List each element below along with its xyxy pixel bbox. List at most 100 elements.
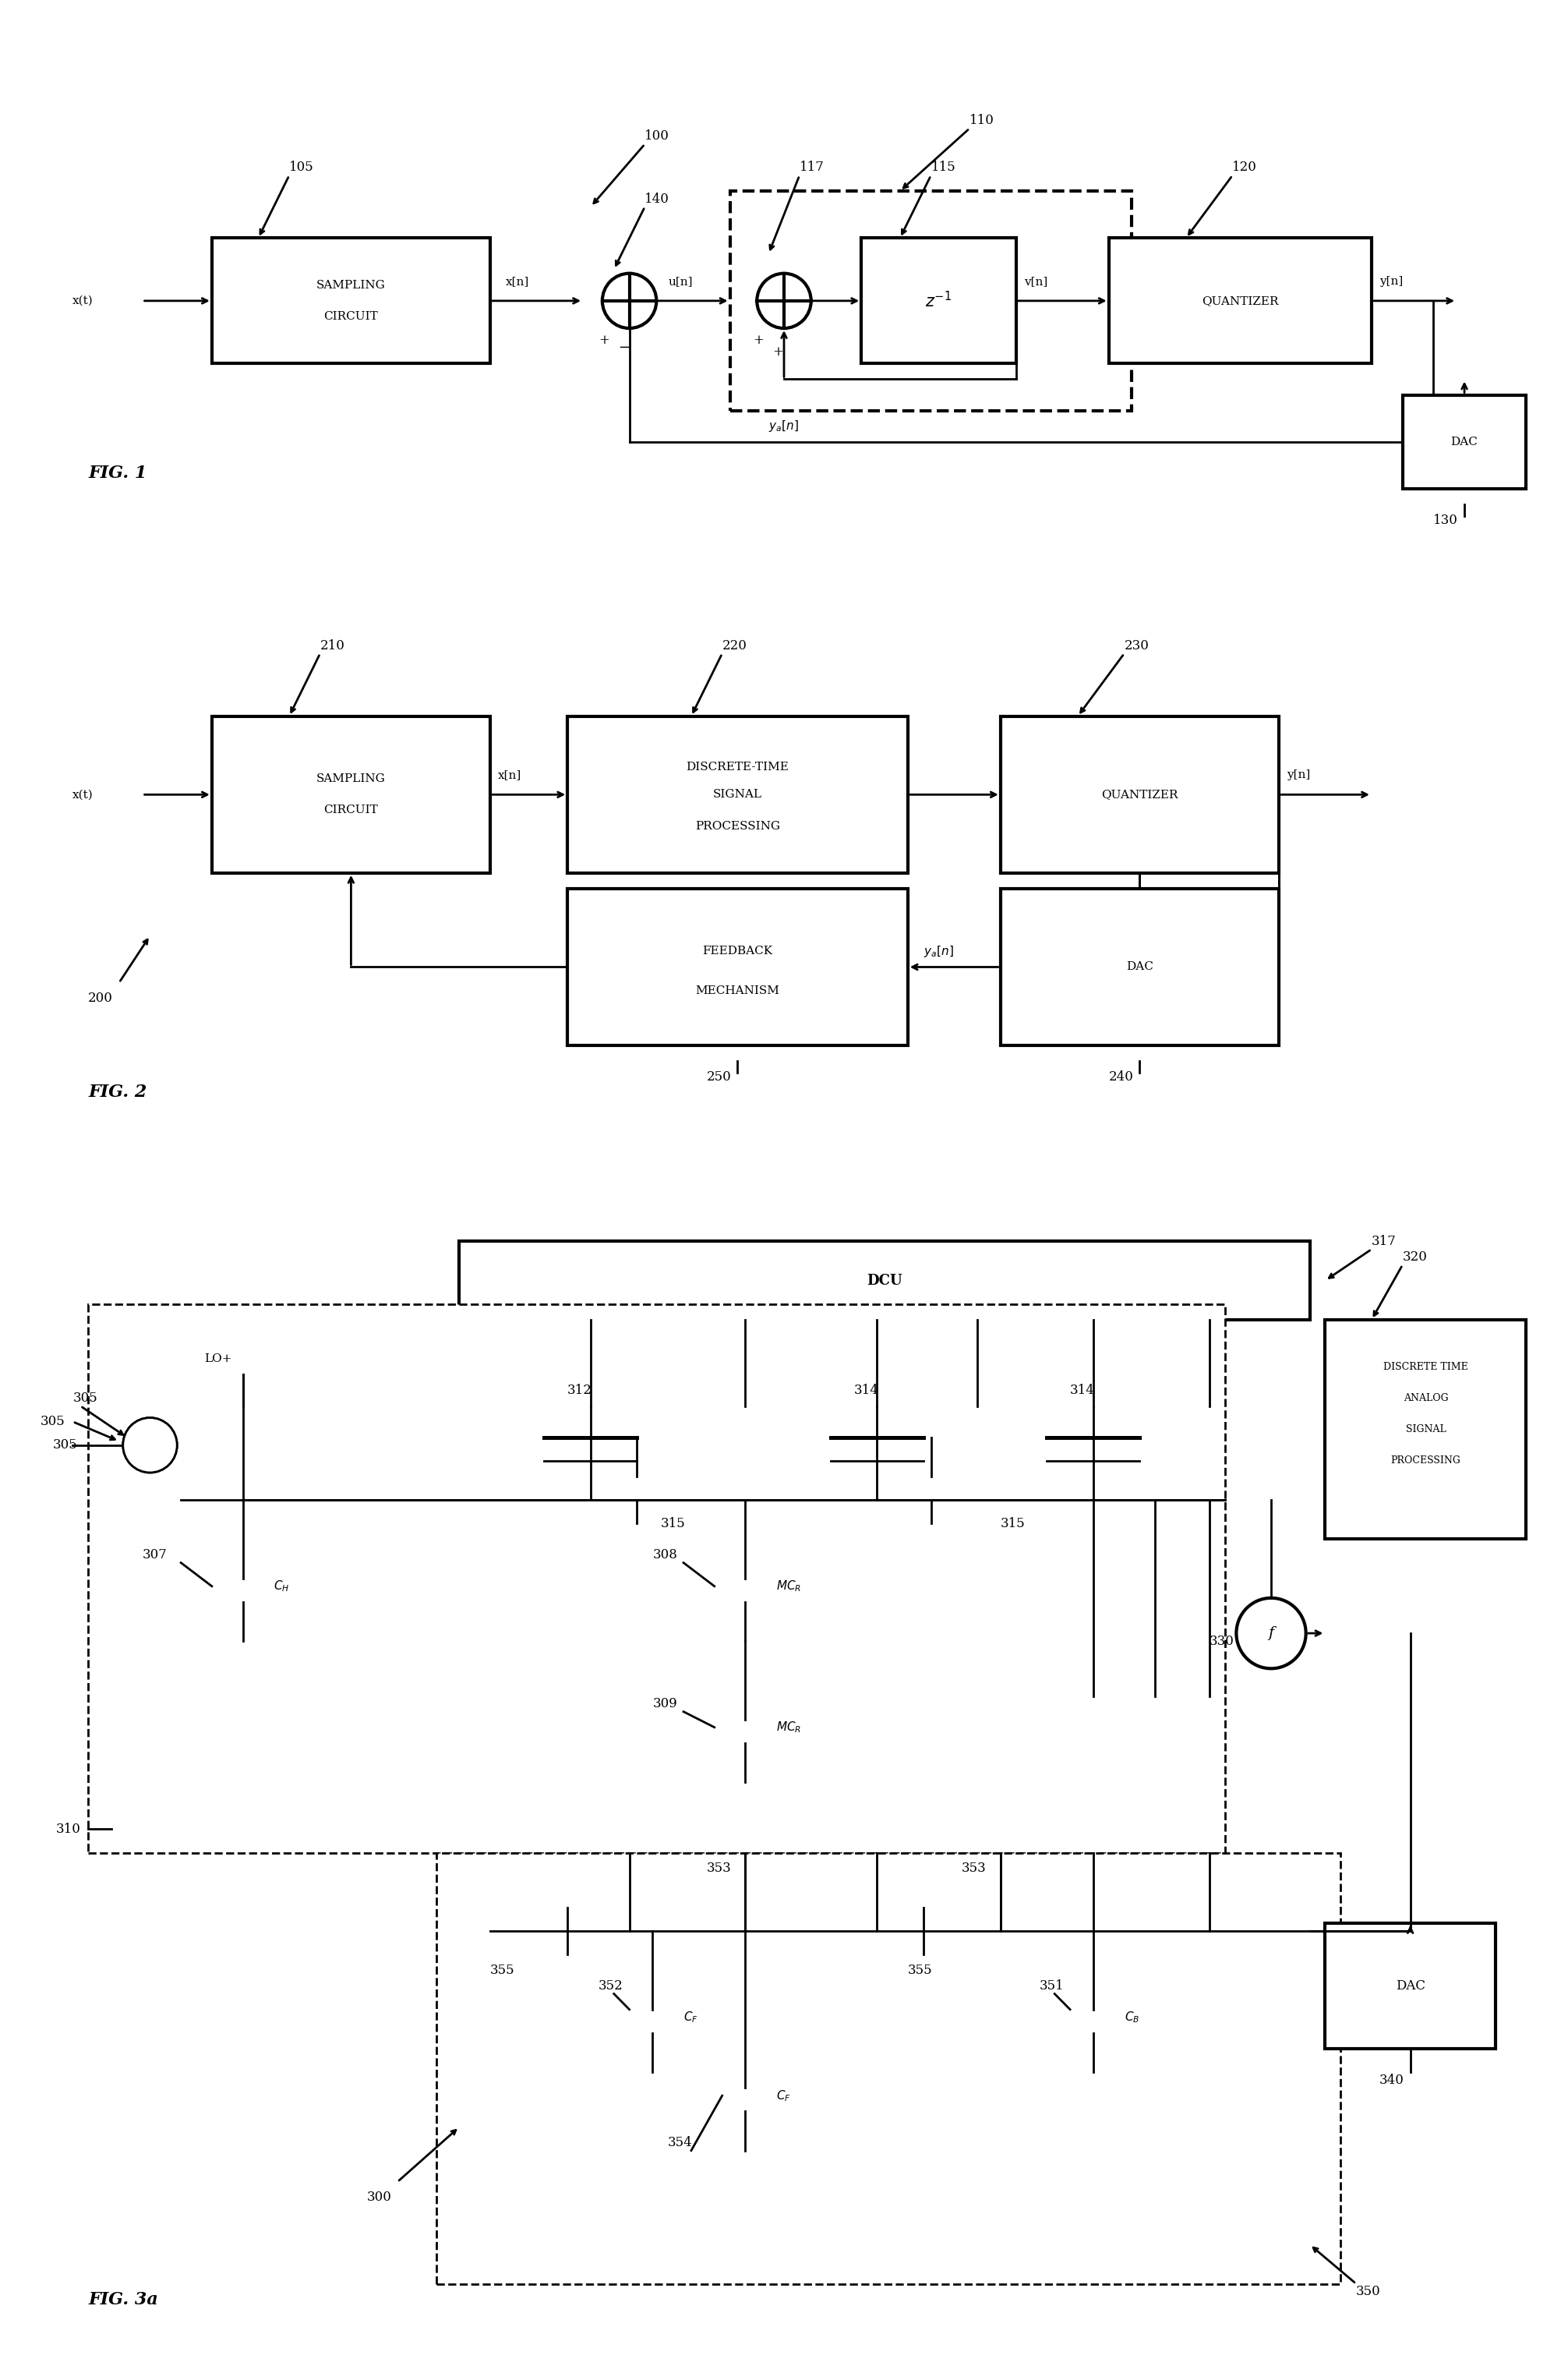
- Bar: [1109, 237, 1372, 363]
- Text: 308: 308: [652, 1547, 677, 1561]
- Bar: [861, 237, 1016, 363]
- Text: 340: 340: [1380, 2074, 1405, 2086]
- Text: DAC: DAC: [1450, 437, 1479, 448]
- Bar: [568, 888, 908, 1046]
- Text: 309: 309: [652, 1697, 677, 1711]
- Bar: [1325, 1922, 1496, 2048]
- Text: 120: 120: [1232, 161, 1258, 173]
- Text: 310: 310: [55, 1822, 80, 1837]
- Text: FIG. 2: FIG. 2: [88, 1084, 147, 1101]
- Text: 300: 300: [367, 2190, 392, 2205]
- Text: x(t): x(t): [72, 790, 94, 800]
- Bar: [568, 717, 908, 873]
- Bar: [436, 1853, 1341, 2283]
- Text: 130: 130: [1433, 513, 1458, 527]
- Circle shape: [757, 273, 811, 327]
- Text: 315: 315: [1000, 1516, 1025, 1531]
- Text: 105: 105: [289, 161, 314, 173]
- Circle shape: [1236, 1597, 1306, 1668]
- Text: 317: 317: [1372, 1234, 1397, 1248]
- Text: FIG. 1: FIG. 1: [88, 465, 147, 482]
- Text: 312: 312: [568, 1383, 593, 1398]
- Text: 350: 350: [1356, 2285, 1381, 2299]
- Text: SIGNAL: SIGNAL: [1405, 1424, 1446, 1436]
- Text: $MC_R$: $MC_R$: [776, 1720, 801, 1735]
- Text: 305: 305: [72, 1391, 97, 1405]
- Text: 354: 354: [668, 2136, 693, 2150]
- Bar: [459, 1241, 1309, 1319]
- Text: SAMPLING: SAMPLING: [317, 280, 386, 290]
- Text: 220: 220: [723, 638, 746, 653]
- Text: $C_H$: $C_H$: [274, 1578, 290, 1595]
- Text: u[n]: u[n]: [668, 275, 693, 287]
- Bar: [1000, 888, 1279, 1046]
- Text: 230: 230: [1124, 638, 1149, 653]
- Text: 200: 200: [88, 992, 113, 1006]
- Text: DISCRETE-TIME: DISCRETE-TIME: [687, 762, 789, 774]
- Text: DCU: DCU: [867, 1274, 902, 1289]
- Text: x[n]: x[n]: [499, 769, 522, 781]
- Text: 353: 353: [707, 1863, 731, 1875]
- Bar: [1000, 717, 1279, 873]
- Text: 305: 305: [41, 1414, 64, 1429]
- Text: 330: 330: [1209, 1635, 1234, 1647]
- Text: QUANTIZER: QUANTIZER: [1201, 294, 1278, 306]
- Text: DAC: DAC: [1396, 1979, 1425, 1993]
- Text: 351: 351: [1040, 1979, 1065, 1993]
- Text: 355: 355: [908, 1962, 933, 1977]
- Text: $C_B$: $C_B$: [1124, 2010, 1140, 2024]
- Text: $y_a[n]$: $y_a[n]$: [768, 418, 798, 434]
- Text: PROCESSING: PROCESSING: [695, 821, 781, 831]
- Text: y[n]: y[n]: [1380, 275, 1403, 287]
- Text: 320: 320: [1402, 1251, 1427, 1265]
- Text: DISCRETE TIME: DISCRETE TIME: [1383, 1362, 1468, 1372]
- Text: CIRCUIT: CIRCUIT: [325, 311, 378, 323]
- Text: FIG. 3a: FIG. 3a: [88, 2290, 158, 2309]
- Text: 115: 115: [931, 161, 955, 173]
- Text: DAC: DAC: [1126, 961, 1152, 973]
- Text: +: +: [599, 332, 610, 346]
- Text: 305: 305: [53, 1438, 77, 1452]
- Text: ANALOG: ANALOG: [1403, 1393, 1449, 1402]
- Text: $C_F$: $C_F$: [776, 2088, 790, 2102]
- Text: 315: 315: [660, 1516, 685, 1531]
- Text: −: −: [618, 342, 630, 356]
- Text: CIRCUIT: CIRCUIT: [325, 804, 378, 816]
- Text: y[n]: y[n]: [1287, 769, 1311, 781]
- Text: 250: 250: [707, 1070, 731, 1084]
- Circle shape: [122, 1417, 177, 1474]
- Text: 353: 353: [961, 1863, 986, 1875]
- Text: 314: 314: [853, 1383, 878, 1398]
- Text: 100: 100: [644, 131, 670, 142]
- Bar: [212, 237, 491, 363]
- Bar: [212, 717, 491, 873]
- Text: QUANTIZER: QUANTIZER: [1101, 790, 1178, 800]
- Text: SIGNAL: SIGNAL: [713, 790, 762, 800]
- Text: $y_a[n]$: $y_a[n]$: [924, 944, 953, 959]
- Text: 210: 210: [320, 638, 345, 653]
- Text: $z^{-1}$: $z^{-1}$: [925, 292, 952, 311]
- Text: 110: 110: [969, 114, 994, 128]
- Bar: [1402, 394, 1526, 489]
- Text: $MC_R$: $MC_R$: [776, 1578, 801, 1595]
- Text: f: f: [1269, 1626, 1273, 1640]
- Text: LO+: LO+: [204, 1353, 232, 1364]
- Text: 352: 352: [599, 1979, 622, 1993]
- Text: +: +: [753, 332, 764, 346]
- Text: 307: 307: [143, 1547, 168, 1561]
- Text: MECHANISM: MECHANISM: [696, 985, 779, 997]
- Circle shape: [122, 1417, 177, 1474]
- Bar: [1325, 1319, 1526, 1540]
- Text: FEEDBACK: FEEDBACK: [702, 947, 773, 956]
- Text: 314: 314: [1069, 1383, 1094, 1398]
- Bar: [729, 192, 1132, 411]
- Text: 240: 240: [1109, 1070, 1134, 1084]
- Text: x[n]: x[n]: [505, 275, 530, 287]
- Text: $C_F$: $C_F$: [684, 2010, 698, 2024]
- Circle shape: [602, 273, 657, 327]
- Text: 117: 117: [800, 161, 825, 173]
- Text: 355: 355: [491, 1962, 514, 1977]
- Text: SAMPLING: SAMPLING: [317, 774, 386, 785]
- Text: +: +: [773, 344, 782, 358]
- Text: v[n]: v[n]: [1024, 275, 1047, 287]
